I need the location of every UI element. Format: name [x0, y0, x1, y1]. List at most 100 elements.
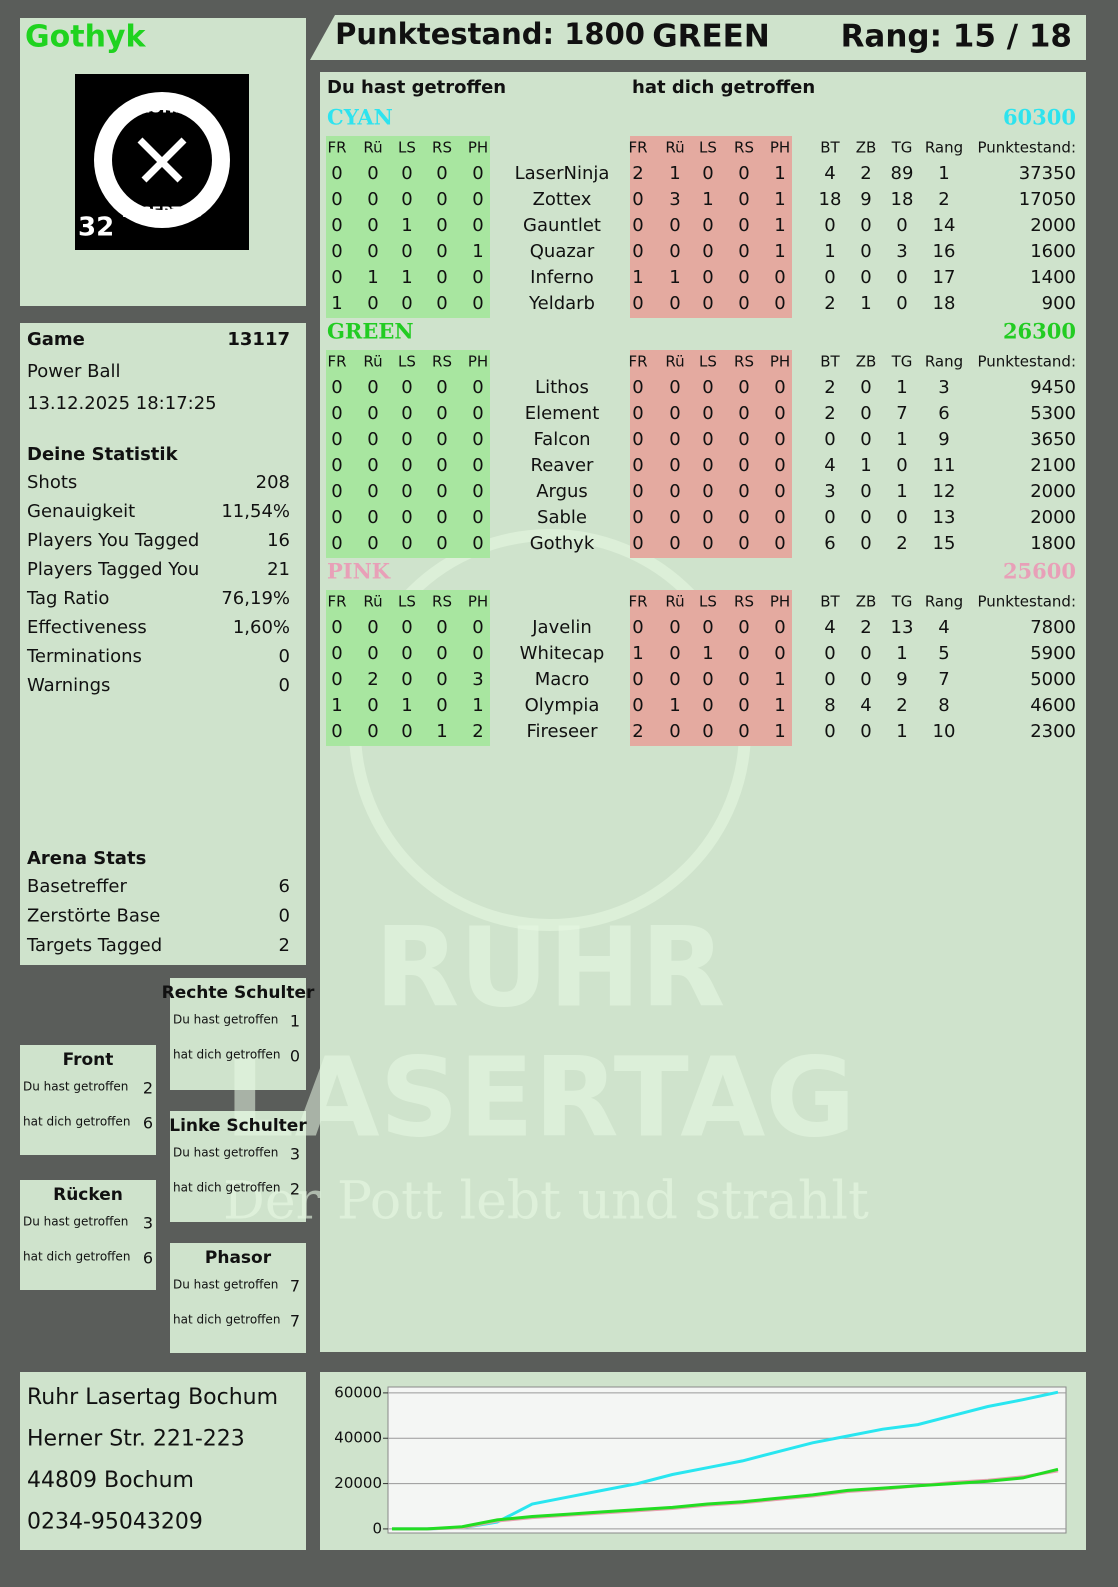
table-cell: 0: [401, 721, 412, 742]
table-cell: 0: [436, 669, 447, 690]
zone-value: 7: [290, 1312, 300, 1331]
table-cell: 0: [860, 533, 871, 554]
column-header: Rü: [363, 139, 382, 157]
table-cell: 2: [896, 533, 907, 554]
y-tick-label: 0: [372, 1519, 382, 1537]
table-cell: 0: [436, 429, 447, 450]
table-cell: 0: [331, 267, 342, 288]
column-header: ZB: [856, 593, 877, 611]
table-cell: 0: [632, 695, 643, 716]
zone-label: hat dich getroffen: [23, 1115, 130, 1129]
column-header: ZB: [856, 353, 877, 371]
table-cell: 0: [367, 163, 378, 184]
plot-area: [387, 1386, 1067, 1534]
stat-value: 0: [279, 646, 290, 667]
player-cell: Javelin: [531, 617, 591, 638]
stat-value: 0: [279, 675, 290, 696]
table-cell: 0: [472, 403, 483, 424]
table-cell: 0: [738, 189, 749, 210]
stat-label: Targets Tagged: [26, 935, 162, 956]
table-cell: 0: [738, 163, 749, 184]
table-cell: 17: [933, 267, 956, 288]
table-cell: 0: [669, 377, 680, 398]
table-cell: 0: [331, 669, 342, 690]
player-cell: Yeldarb: [528, 293, 595, 314]
table-cell: 2: [632, 163, 643, 184]
table-cell: 2: [824, 403, 835, 424]
table-cell: 0: [774, 377, 785, 398]
table-cell: 0: [824, 507, 835, 528]
table-cell: 0: [669, 293, 680, 314]
table-cell: 3: [824, 481, 835, 502]
column-header: LS: [398, 139, 416, 157]
table-cell: 0: [367, 241, 378, 262]
table-cell: 0: [774, 403, 785, 424]
table-cell: 0: [738, 643, 749, 664]
zone-label: hat dich getroffen: [173, 1181, 280, 1195]
table-cell: 0: [367, 189, 378, 210]
table-cell: 1: [436, 721, 447, 742]
table-cell: 18: [933, 293, 956, 314]
table-cell: 0: [896, 293, 907, 314]
stat-value: 2: [279, 935, 290, 956]
table-cell: 1: [774, 241, 785, 262]
zone-label: hat dich getroffen: [173, 1048, 280, 1062]
you-hit-block: [326, 136, 490, 318]
table-cell: 7: [938, 669, 949, 690]
stat-value: 21: [267, 559, 290, 580]
table-cell: 0: [436, 163, 447, 184]
table-cell: 8: [824, 695, 835, 716]
table-cell: 0: [774, 507, 785, 528]
table-cell: 16: [933, 241, 956, 262]
column-header: Punktestand:: [977, 139, 1076, 157]
table-cell: 0: [824, 721, 835, 742]
address-panel: [20, 1372, 306, 1550]
table-cell: 0: [669, 533, 680, 554]
table-cell: 0: [472, 429, 483, 450]
table-cell: 6: [938, 403, 949, 424]
watermark-text: Der Pott lebt und strahlt: [223, 1172, 869, 1232]
table-cell: 2: [896, 695, 907, 716]
table-cell: 3: [896, 241, 907, 262]
table-cell: 0: [738, 507, 749, 528]
table-cell: 7: [896, 403, 907, 424]
zone-value: 1: [290, 1012, 300, 1031]
column-header: BT: [820, 353, 840, 371]
table-cell: 1: [401, 695, 412, 716]
table-cell: 1: [824, 241, 835, 262]
table-cell: 0: [401, 533, 412, 554]
table-cell: 0: [824, 669, 835, 690]
table-cell: 15: [933, 533, 956, 554]
table-cell: 1: [669, 163, 680, 184]
table-cell: 1: [472, 695, 483, 716]
table-cell: 0: [367, 695, 378, 716]
table-heading: hat dich getroffen: [632, 77, 815, 98]
table-cell: 0: [860, 377, 871, 398]
column-header: Rü: [363, 593, 382, 611]
hit-you-block: [630, 590, 792, 746]
stat-label: Tag Ratio: [26, 588, 109, 609]
zone-panel: [170, 1111, 306, 1222]
table-cell: 1: [774, 215, 785, 236]
table-cell: 8: [938, 695, 949, 716]
table-cell: 0: [669, 241, 680, 262]
column-header: PH: [468, 593, 488, 611]
table-cell: 1: [774, 669, 785, 690]
table-cell: 2100: [1030, 455, 1076, 476]
table-cell: 0: [401, 455, 412, 476]
you-hit-block: [326, 350, 490, 558]
table-cell: 2: [367, 669, 378, 690]
table-cell: 11: [933, 455, 956, 476]
table-cell: 1: [401, 267, 412, 288]
table-cell: 1: [896, 377, 907, 398]
stat-label: Shots: [27, 472, 77, 493]
column-header: BT: [820, 593, 840, 611]
table-cell: 0: [331, 721, 342, 742]
table-cell: 0: [860, 721, 871, 742]
table-cell: 2: [632, 721, 643, 742]
table-cell: 9: [860, 189, 871, 210]
zone-title: Front: [63, 1050, 114, 1070]
table-cell: 0: [401, 293, 412, 314]
table-cell: 0: [436, 403, 447, 424]
table-cell: 12: [933, 481, 956, 502]
